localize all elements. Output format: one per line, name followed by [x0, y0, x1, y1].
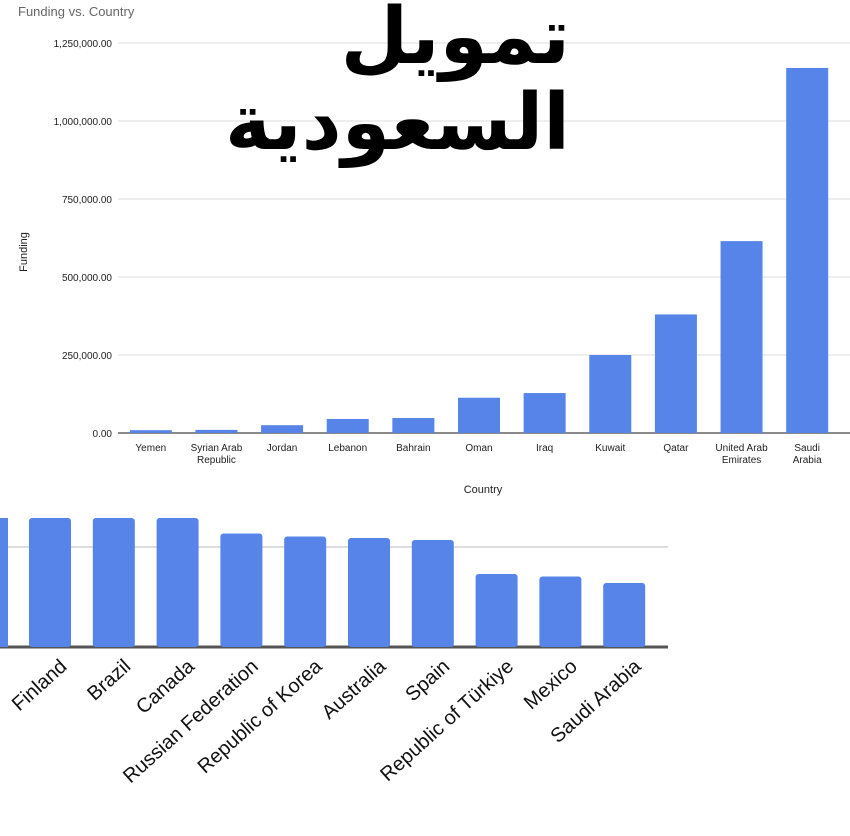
bar: [156, 518, 199, 647]
x-tick-label: Oman: [465, 443, 492, 454]
y-tick-label: 750,000.00: [62, 195, 112, 206]
bar: [29, 518, 71, 647]
bar: [129, 430, 172, 433]
bar: [348, 538, 390, 647]
bar: [0, 518, 8, 647]
bar: [475, 574, 518, 647]
y-tick-label: 250,000.00: [62, 351, 112, 362]
x-tick-label: Saudi: [794, 443, 820, 454]
chart1-bars: [129, 67, 829, 434]
bar: [523, 393, 566, 433]
x-axis-title: Country: [464, 484, 503, 496]
x-tick-label: Finland: [8, 655, 71, 715]
chart2-bars: [0, 518, 646, 647]
x-tick-label: Arabia: [793, 455, 822, 466]
x-tick-label: Syrian Arab: [191, 443, 243, 454]
x-tick-label: Spain: [401, 655, 454, 706]
y-tick-label: 0.00: [93, 429, 113, 440]
x-tick-label: Yemen: [135, 443, 166, 454]
x-tick-label: Jordan: [267, 443, 298, 454]
x-tick-label: Emirates: [722, 455, 761, 466]
bar: [92, 518, 135, 647]
y-tick-label: 1,250,000.00: [54, 39, 113, 50]
bar: [195, 429, 238, 433]
bar: [654, 314, 697, 433]
y-tick-label: 500,000.00: [62, 273, 112, 284]
x-tick-label: Australia: [318, 655, 391, 724]
bar: [261, 425, 304, 433]
bar: [589, 355, 632, 433]
y-axis-title: Funding: [18, 232, 30, 272]
bar: [411, 540, 454, 647]
bar: [457, 397, 501, 433]
x-tick-label: Mexico: [520, 655, 582, 714]
chart-title: Funding vs. Country: [18, 4, 135, 19]
overlay-arabic-title: تمويل السعودية: [225, 0, 570, 168]
x-tick-label: Republic: [197, 455, 236, 466]
bar: [603, 583, 646, 647]
x-tick-label: Lebanon: [328, 443, 367, 454]
x-tick-label: Brazil: [83, 655, 135, 705]
x-tick-label: Bahrain: [396, 443, 430, 454]
bar: [284, 536, 327, 647]
x-tick-label: Iraq: [536, 443, 553, 454]
x-tick-label: Kuwait: [595, 443, 625, 454]
bar: [220, 533, 263, 647]
bar: [326, 418, 369, 433]
bar: [720, 241, 763, 433]
bar: [786, 67, 829, 434]
bar: [539, 576, 582, 647]
bar: [392, 418, 435, 433]
chart1-y-ticks: 0.00 250,000.00 500,000.00 750,000.00 1,000,…: [54, 39, 113, 440]
x-tick-label: United Arab: [715, 443, 768, 454]
x-tick-label: Qatar: [663, 443, 689, 454]
y-tick-label: 1,000,000.00: [54, 117, 113, 128]
